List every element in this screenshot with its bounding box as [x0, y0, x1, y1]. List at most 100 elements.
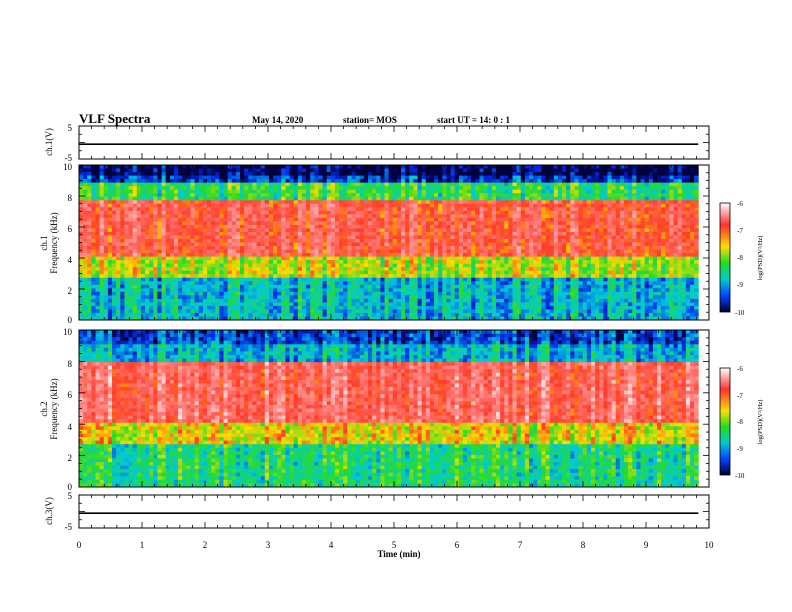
spectrogram-cell: [128, 312, 134, 317]
spectrogram-cell: [256, 284, 262, 289]
spectrogram-cell: [487, 309, 493, 314]
spectrogram-cell: [190, 196, 195, 201]
spectrogram-cell: [99, 288, 105, 293]
spectrogram-cell: [330, 217, 336, 222]
spectrogram-cell: [343, 179, 348, 184]
spectrogram-cell: [136, 256, 142, 261]
spectrogram-cell: [240, 228, 245, 233]
spectrogram-cell: [322, 291, 328, 296]
spectrogram-cell: [446, 224, 451, 229]
spectrogram-cell: [248, 256, 253, 261]
spectrogram-cell: [529, 277, 534, 282]
spectrogram-cell: [524, 207, 530, 212]
spectrogram-cell: [450, 274, 456, 279]
spectrogram-cell: [529, 249, 534, 254]
spectrogram-cell: [182, 168, 187, 173]
spectrogram-cell: [306, 179, 311, 184]
spectrogram-cell: [421, 193, 427, 198]
spectrogram-cell: [235, 196, 241, 201]
spectrogram-cell: [533, 196, 538, 201]
spectrogram-cell: [173, 200, 179, 205]
spectrogram-cell: [355, 168, 361, 173]
spectrogram-cell: [165, 224, 171, 229]
spectrogram-cell: [132, 189, 138, 194]
spectrogram-cell: [384, 200, 390, 205]
spectrogram-cell: [351, 267, 357, 272]
spectrogram-cell: [454, 246, 460, 250]
spectrogram-cell: [401, 207, 406, 212]
spectrogram-cell: [260, 175, 266, 180]
spectrogram-cell: [285, 253, 290, 257]
spectrogram-cell: [277, 281, 282, 286]
spectrogram-cell: [467, 210, 472, 215]
spectrogram-cell: [314, 196, 319, 201]
spectrogram-cell: [363, 312, 369, 317]
spectrogram-cell: [227, 193, 233, 198]
spectrogram-cell: [281, 235, 286, 240]
spectrogram-cell: [314, 175, 319, 180]
spectrogram-cell: [194, 295, 200, 300]
spectrogram-cell: [508, 295, 513, 300]
spectrogram-cell: [202, 210, 208, 215]
spectrogram-cell: [223, 312, 229, 317]
spectrogram-cell: [256, 231, 262, 236]
spectrogram-cell: [186, 274, 191, 279]
spectrogram-cell: [149, 298, 154, 303]
spectrogram-cell: [479, 263, 484, 268]
spectrogram-cell: [500, 172, 505, 176]
spectrogram-cell: [264, 274, 270, 279]
spectrogram-cell: [140, 172, 146, 176]
spectrogram-cell: [396, 256, 402, 261]
spectrogram-cell: [339, 186, 344, 191]
spectrogram-cell: [186, 165, 191, 169]
spectrogram-cell: [516, 175, 522, 180]
spectrogram-cell: [467, 281, 472, 286]
spectrogram-cell: [297, 246, 303, 250]
spectrogram-cell: [91, 165, 96, 169]
spectrogram-cell: [479, 253, 484, 257]
spectrogram-cell: [446, 203, 451, 208]
spectrogram-cell: [372, 207, 377, 212]
spectrogram-cell: [91, 193, 96, 198]
spectrogram-cell: [376, 256, 381, 261]
spectrogram-cell: [140, 270, 146, 275]
spectrogram-cell: [334, 309, 340, 314]
spectrogram-cell: [83, 270, 88, 275]
spectrogram-cell: [529, 256, 534, 261]
spectrogram-cell: [116, 182, 121, 187]
spectrogram-cell: [458, 182, 464, 187]
spectrogram-cell: [219, 203, 224, 208]
spectrogram-cell: [413, 189, 418, 194]
spectrogram-cell: [132, 175, 138, 180]
spectrogram-cell: [244, 305, 249, 310]
spectrogram-cell: [83, 228, 88, 233]
spectrogram-cell: [248, 172, 253, 176]
spectrogram-cell: [165, 214, 171, 219]
spectrogram-cell: [186, 312, 191, 317]
spectrogram-cell: [351, 175, 357, 180]
spectrogram-cell: [508, 175, 513, 180]
spectrogram-cell: [206, 274, 212, 279]
spectrogram-cell: [351, 228, 357, 233]
spectrogram-cell: [103, 302, 109, 307]
spectrogram-cell: [285, 309, 290, 314]
spectrogram-cell: [252, 295, 257, 300]
spectrogram-cell: [83, 224, 88, 229]
spectrogram-cell: [153, 260, 158, 265]
spectrogram-cell: [264, 302, 270, 307]
spectrogram-cell: [149, 302, 154, 307]
spectrogram-cell: [355, 203, 361, 208]
spectrogram-cell: [450, 277, 456, 282]
spectrogram-cell: [363, 277, 369, 282]
spectrogram-cell: [458, 217, 464, 222]
spectrogram-cell: [520, 182, 526, 187]
spectrogram-cell: [334, 182, 340, 187]
spectrogram-cell: [355, 302, 361, 307]
spectrogram-cell: [227, 277, 233, 282]
spectrogram-cell: [347, 270, 352, 275]
spectrogram-cell: [252, 214, 257, 219]
spectrogram-cell: [512, 196, 518, 201]
spectrogram-cell: [132, 200, 138, 205]
spectrogram-cell: [149, 253, 154, 257]
spectrogram-cell: [508, 228, 513, 233]
